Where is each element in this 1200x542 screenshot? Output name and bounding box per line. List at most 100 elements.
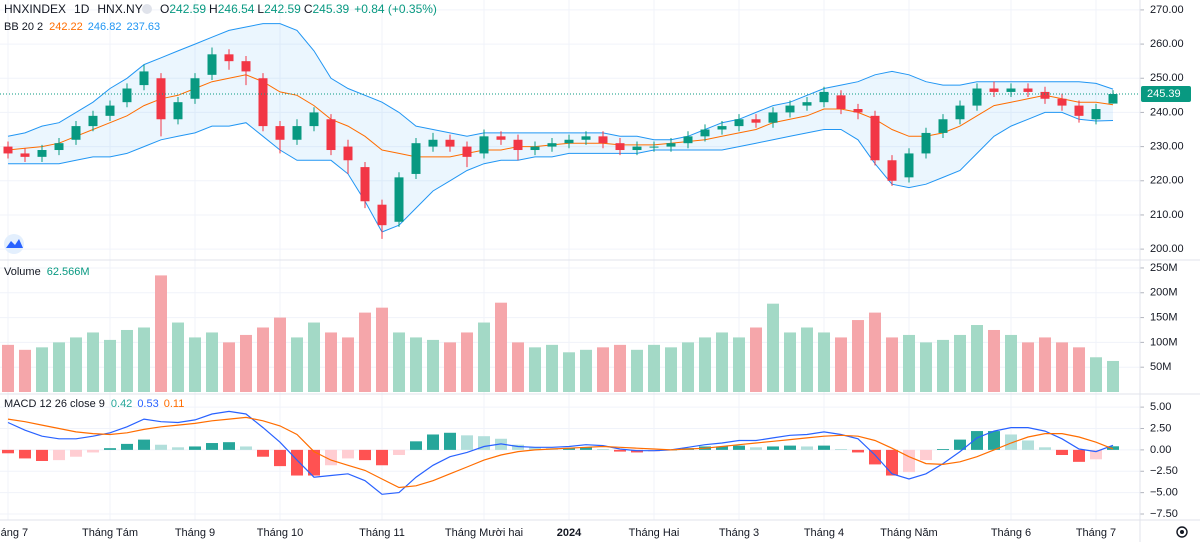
- macd-histogram-bar: [529, 447, 541, 450]
- candle-body: [71, 126, 81, 140]
- header-text: HNXINDEX: [4, 2, 66, 16]
- macd-histogram-bar: [138, 439, 150, 450]
- candle-body: [88, 115, 98, 127]
- band-line: [7, 23, 1114, 141]
- logo[interactable]: [4, 234, 24, 254]
- macd-histogram-bar: [87, 449, 99, 453]
- volume-bar: [495, 302, 507, 392]
- y-tick-label: −5.00: [1150, 487, 1178, 499]
- y-tick-label: 220.00: [1150, 175, 1184, 187]
- macd-histogram-bar: [257, 449, 269, 457]
- macd-histogram-bar: [104, 448, 116, 450]
- y-tick-label: 150M: [1150, 311, 1178, 323]
- candle-body: [904, 153, 914, 178]
- candle-body: [462, 146, 472, 157]
- last-price-label: 245.39: [1147, 88, 1181, 100]
- volume-bar: [1039, 337, 1051, 392]
- candle-body: [938, 119, 948, 133]
- volume-bar: [920, 342, 932, 392]
- x-tick-label: Tháng 11: [359, 527, 405, 539]
- macd-histogram-bar: [393, 449, 405, 456]
- volume-bar: [257, 327, 269, 392]
- candle-body: [411, 143, 421, 174]
- candle-body: [258, 78, 268, 127]
- macd-histogram-bar: [767, 446, 779, 450]
- volume-bar: [903, 334, 915, 392]
- volume-bar: [580, 349, 592, 392]
- volume-bar: [325, 332, 337, 392]
- volume-bar: [631, 349, 643, 392]
- macd-histogram-bar: [274, 449, 286, 467]
- volume-bar: [223, 342, 235, 392]
- candle-body: [666, 143, 676, 147]
- pane-value: 0.11: [164, 398, 185, 410]
- candle-body: [615, 143, 625, 151]
- x-tick-label: Tháng 3: [719, 527, 759, 539]
- macd-histogram-bar: [954, 439, 966, 450]
- marks-layer: [0, 23, 1140, 495]
- candle-body: [207, 54, 217, 75]
- macd-histogram-bar: [580, 447, 592, 450]
- macd-histogram-bar: [36, 449, 48, 461]
- macd-histogram-bar: [716, 446, 728, 450]
- candle-body: [734, 119, 744, 127]
- volume-bar: [784, 332, 796, 392]
- candle-body: [870, 115, 880, 161]
- y-tick-label: 250.00: [1150, 72, 1184, 84]
- y-tick-label: 210.00: [1150, 209, 1184, 221]
- candle-body: [173, 102, 183, 120]
- candle-body: [1006, 88, 1016, 92]
- volume-bar: [138, 327, 150, 392]
- x-tick-label: Tháng 4: [804, 527, 844, 539]
- macd-histogram-bar: [223, 442, 235, 450]
- candle-body: [1057, 98, 1067, 106]
- volume-bar: [818, 332, 830, 392]
- macd-histogram-bar: [1056, 449, 1068, 456]
- candle-body: [751, 119, 761, 123]
- candle-body: [37, 150, 47, 157]
- volume-bar: [206, 332, 218, 392]
- x-tick-label: Tháng Hai: [629, 527, 680, 539]
- y-tick-label: 50M: [1150, 361, 1171, 373]
- macd-histogram-bar: [2, 449, 14, 454]
- volume-bar: [376, 307, 388, 392]
- volume-bar: [393, 332, 405, 392]
- y-tick-label: 200.00: [1150, 243, 1184, 255]
- candle-body: [54, 143, 64, 151]
- candle-body: [394, 177, 404, 222]
- volume-bar: [1090, 357, 1102, 392]
- volume-bar: [444, 342, 456, 392]
- macd-histogram-bar: [376, 449, 388, 466]
- y-tick-label: 240.00: [1150, 106, 1184, 118]
- y-tick-label: 260.00: [1150, 38, 1184, 50]
- macd-histogram-bar: [801, 446, 813, 450]
- volume-bar: [835, 337, 847, 392]
- volume-bar: [682, 342, 694, 392]
- volume-bar: [53, 342, 65, 392]
- candle-body: [292, 126, 302, 140]
- symbol-icon[interactable]: [142, 4, 152, 14]
- volume-bar: [1056, 342, 1068, 392]
- pane-value: 62.566M: [47, 266, 90, 278]
- candle-body: [479, 136, 489, 154]
- settings-button[interactable]: [1176, 526, 1188, 538]
- volume-bar: [699, 337, 711, 392]
- macd-histogram-bar: [19, 449, 31, 459]
- volume-bar: [954, 334, 966, 392]
- volume-bar: [1073, 347, 1085, 392]
- candle-body: [853, 109, 863, 113]
- candle-body: [224, 54, 234, 62]
- macd-histogram-bar: [1073, 449, 1085, 462]
- macd-line: [7, 410, 1114, 495]
- candle-body: [139, 71, 149, 86]
- candle-body: [887, 160, 897, 181]
- header-text: HNX.NY: [97, 2, 142, 16]
- candle-body: [598, 136, 608, 144]
- macd-histogram-bar: [240, 446, 252, 450]
- indicator-value: 237.63: [126, 21, 160, 33]
- volume-bar: [750, 327, 762, 392]
- candle-body: [513, 139, 523, 151]
- candle-body: [3, 146, 13, 154]
